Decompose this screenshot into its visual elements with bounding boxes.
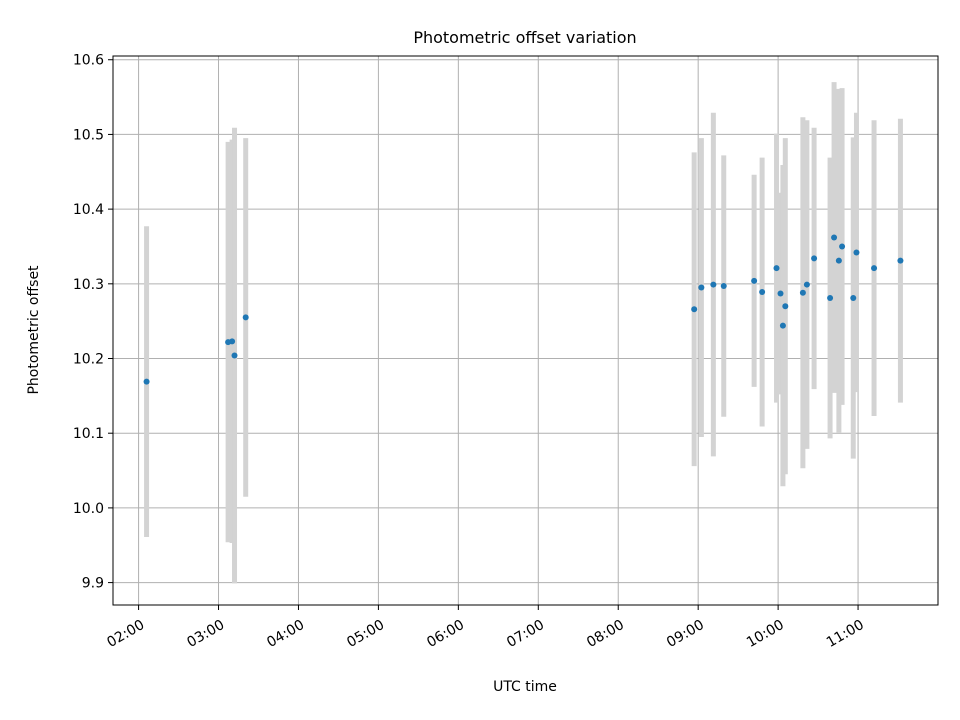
y-tick-label: 10.0 — [73, 501, 104, 517]
data-point — [691, 306, 698, 313]
y-tick-label: 10.6 — [73, 53, 104, 69]
chart-title: Photometric offset variation — [413, 28, 636, 47]
data-point — [799, 289, 806, 296]
data-point — [143, 378, 150, 385]
data-point — [231, 352, 238, 359]
data-point — [839, 243, 846, 250]
data-point — [720, 283, 727, 290]
data-point — [782, 303, 789, 310]
data-point — [779, 322, 786, 329]
data-point — [759, 289, 766, 296]
x-axis-label: UTC time — [493, 679, 557, 695]
data-point — [853, 249, 860, 256]
data-point — [803, 281, 810, 288]
y-tick-label: 10.5 — [73, 127, 104, 143]
data-point — [811, 255, 818, 262]
data-point — [835, 257, 842, 264]
data-point — [751, 277, 758, 284]
data-point — [773, 265, 780, 272]
data-point — [850, 295, 857, 302]
data-point — [871, 265, 878, 272]
plot-frame — [112, 55, 939, 606]
y-tick-label: 10.1 — [73, 426, 104, 442]
y-tick-label: 10.3 — [73, 277, 104, 293]
y-tick-label: 10.4 — [73, 202, 104, 218]
y-axis-label: Photometric offset — [26, 265, 42, 395]
data-point — [827, 295, 834, 302]
data-point — [897, 257, 904, 264]
data-point — [777, 290, 784, 297]
y-axis-ticks: 9.9 10.0 10.1 10.2 10.3 10.4 10.5 10.6 — [73, 53, 113, 592]
data-point — [831, 234, 838, 241]
data-point — [698, 284, 705, 291]
data-point — [229, 338, 236, 345]
y-tick-label: 9.9 — [82, 576, 104, 592]
data-point — [710, 281, 717, 288]
data-points — [143, 234, 904, 385]
y-tick-label: 10.2 — [73, 352, 104, 368]
data-point — [242, 314, 249, 321]
